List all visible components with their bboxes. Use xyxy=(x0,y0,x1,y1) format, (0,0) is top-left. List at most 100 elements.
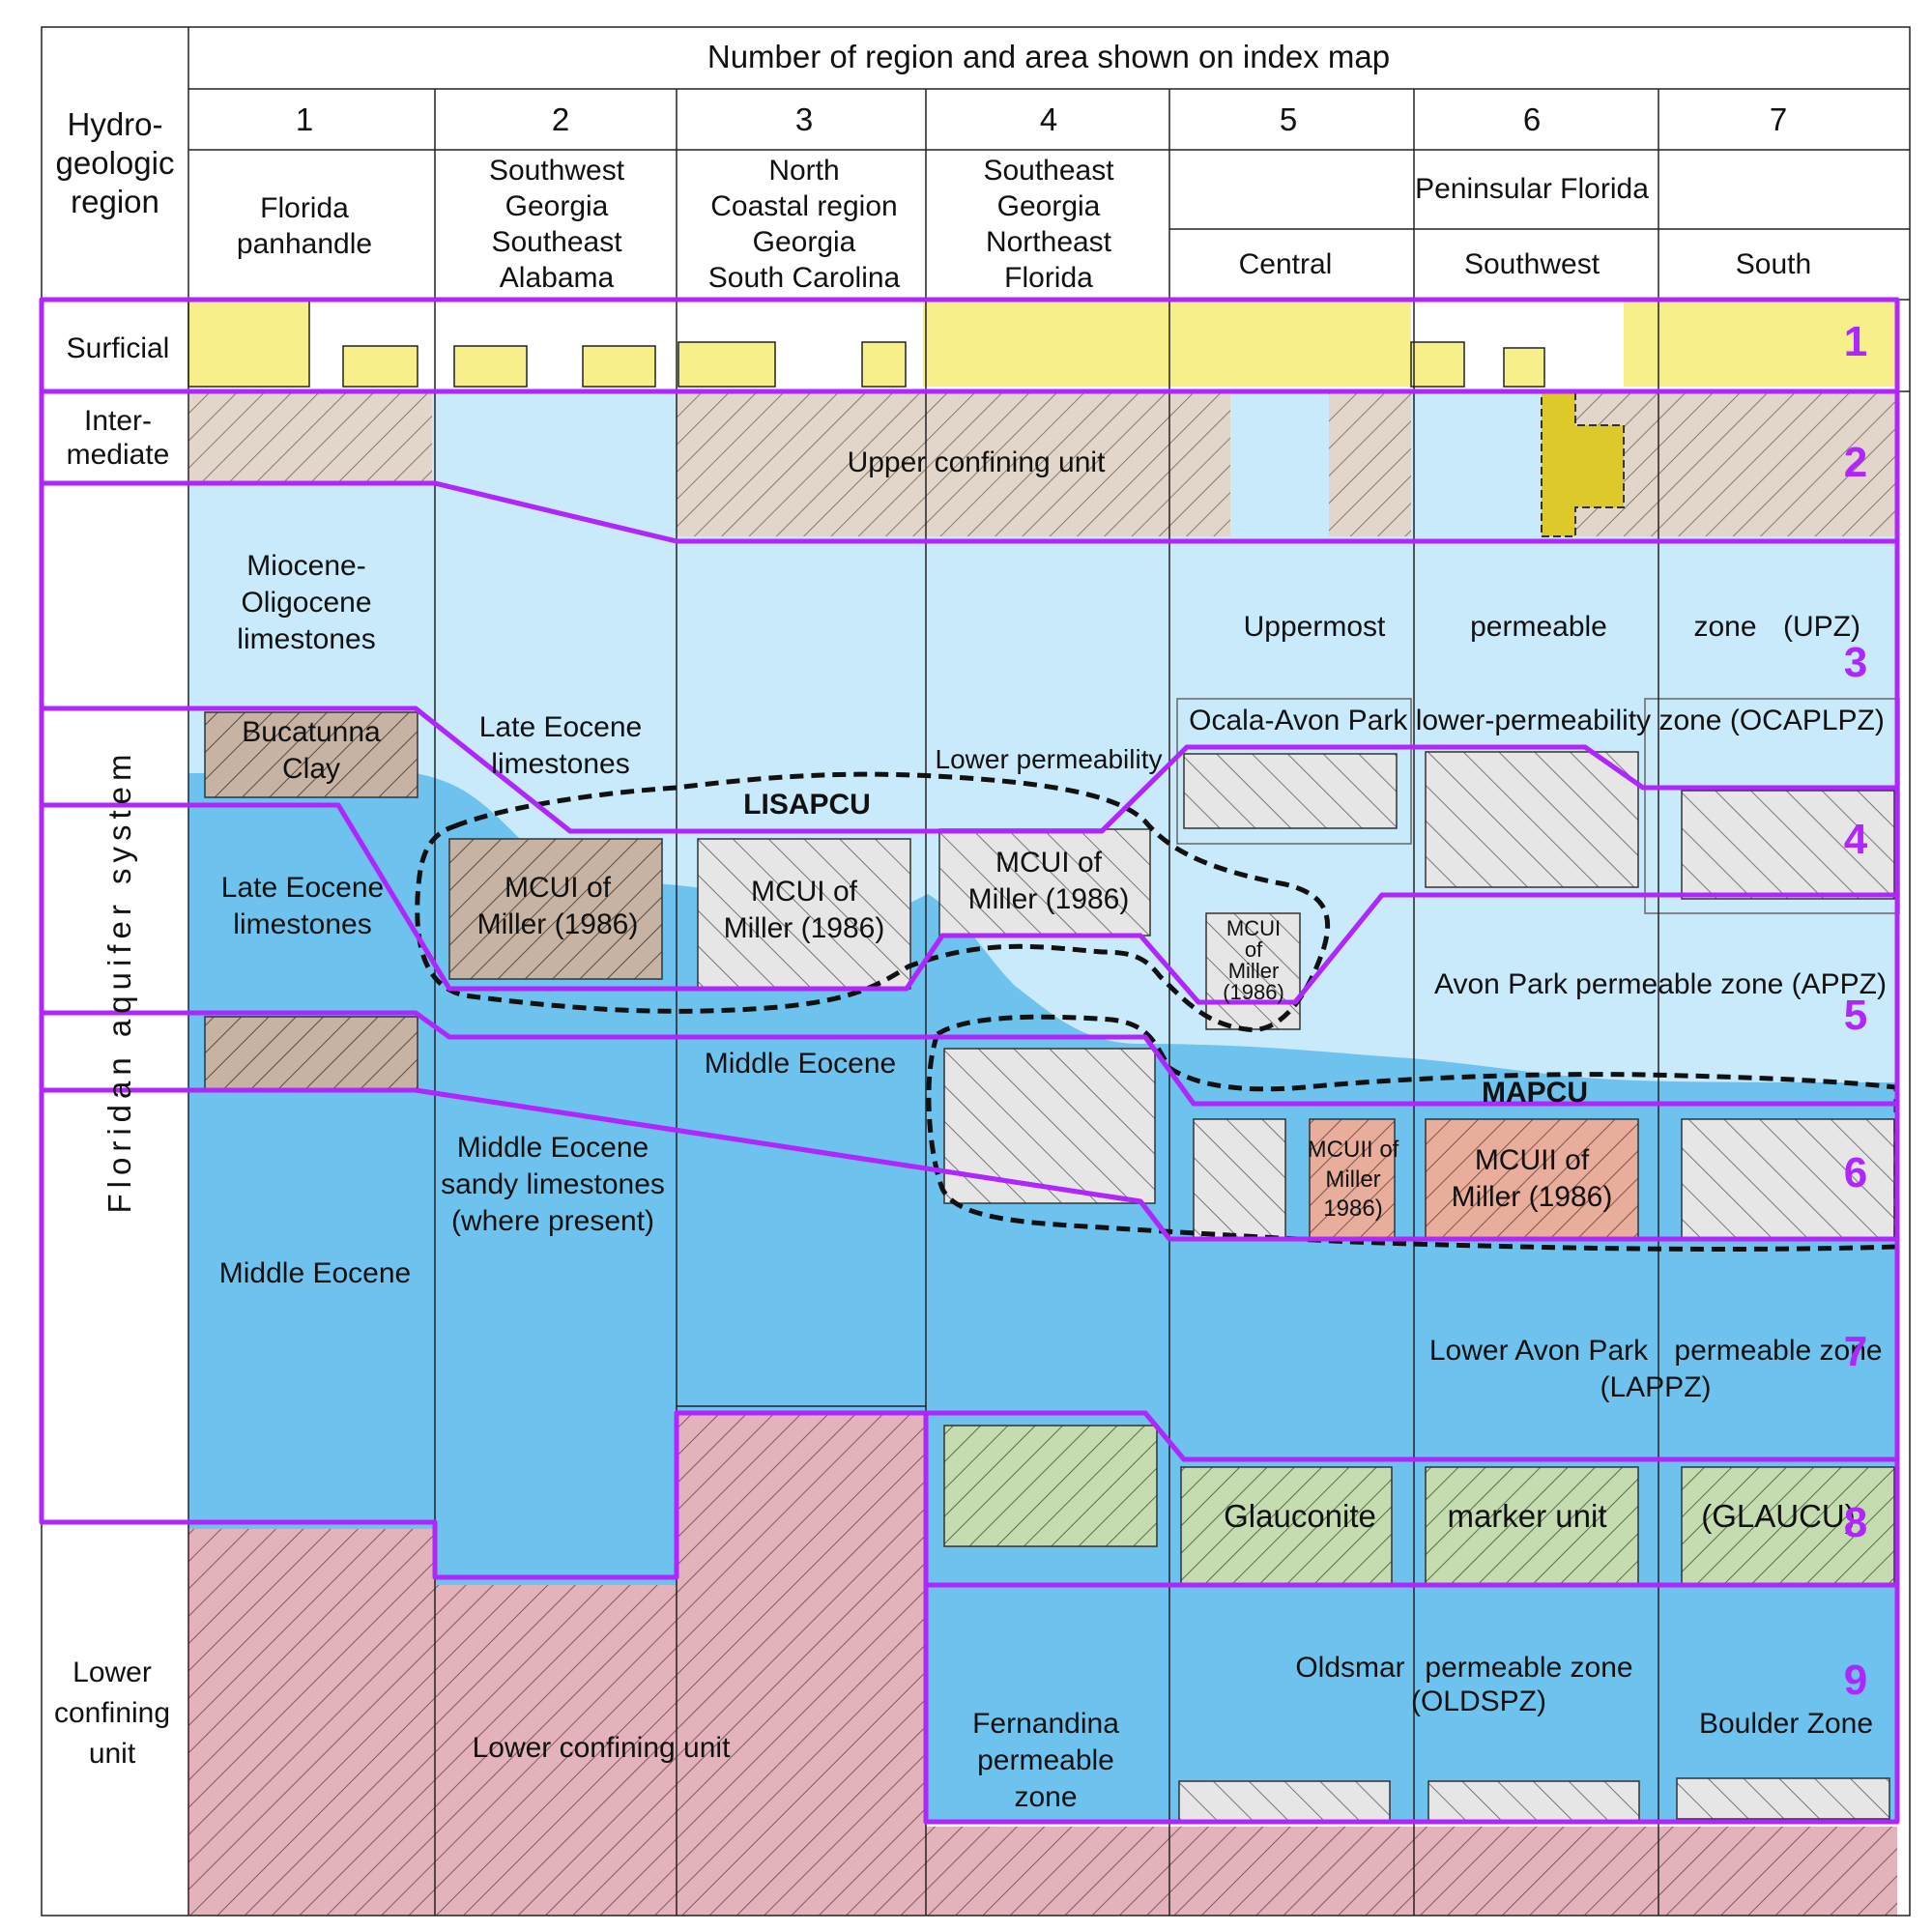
intermediate-label-1: Inter- xyxy=(84,405,152,437)
mcuii-label: Miller (1986) xyxy=(1452,1181,1613,1213)
mcuii-small-label: MCUII of xyxy=(1308,1137,1399,1163)
mapcu-label: MAPCU xyxy=(1482,1077,1588,1109)
middle-eocene-sandy-label: sandy limestones xyxy=(441,1168,665,1200)
region-name: North xyxy=(768,155,839,187)
upz-label: zone xyxy=(1693,611,1756,643)
middle-eocene-label-1: Middle Eocene xyxy=(219,1257,411,1289)
glauconite-boxes xyxy=(943,1425,1895,1586)
lappz-label: permeable zone xyxy=(1674,1335,1882,1367)
column-number: 1 xyxy=(296,101,313,137)
bucatunna-label: Clay xyxy=(282,753,340,785)
ocaplpz-label: Ocala-Avon Park lower-permeability zone … xyxy=(1189,705,1885,736)
zone-number: 4 xyxy=(1844,816,1868,863)
floridan-aquifer-label: Floridan aquifer system xyxy=(101,749,137,1214)
lower-confining-unit-label: Lower confining unit xyxy=(473,1732,732,1764)
zone-number: 1 xyxy=(1844,318,1867,365)
row-label-line-2: geologic xyxy=(56,145,175,181)
mcuii-small-label: Miller xyxy=(1325,1167,1380,1193)
upz-label: Uppermost xyxy=(1244,611,1386,643)
upper-confining-label: Upper confining unit xyxy=(848,447,1107,478)
region-name: South Carolina xyxy=(708,262,901,294)
region-name: Georgia xyxy=(753,226,856,258)
zone-number: 6 xyxy=(1844,1149,1867,1196)
region-name: Southeast xyxy=(983,155,1114,187)
glaucu-label: Glauconite xyxy=(1224,1498,1376,1534)
mcui-label: Miller (1986) xyxy=(968,883,1130,915)
header: Number of region and area shown on index… xyxy=(56,39,1812,294)
lappz-label: (LAPPZ) xyxy=(1600,1371,1711,1403)
region-name: Georgia xyxy=(505,190,609,222)
header-title: Number of region and area shown on index… xyxy=(707,39,1390,74)
lower-confining-units xyxy=(188,1413,1897,1916)
zone-number: 2 xyxy=(1844,439,1867,486)
miocene-label: Oligocene xyxy=(241,587,371,619)
region-name: Coastal region xyxy=(710,190,897,222)
miocene-label: limestones xyxy=(237,623,375,655)
zone-numbers: 1 2 3 4 5 6 7 8 9 xyxy=(1844,318,1868,1704)
column-number: 6 xyxy=(1523,101,1541,137)
intermediate-yellow-unit xyxy=(1541,390,1625,537)
upz-label: permeable xyxy=(1470,611,1607,643)
column-number: 5 xyxy=(1280,101,1297,137)
mcui-label: MCUI of xyxy=(751,876,858,908)
brown-confining-box xyxy=(204,1016,418,1090)
zone-outlines xyxy=(39,297,1900,1825)
row-labels: Surficial Inter- mediate Floridan aquife… xyxy=(54,332,170,1770)
ocaplpz-outline-5 xyxy=(1176,698,1412,845)
middle-eocene-sandy-label: Middle Eocene xyxy=(457,1132,649,1164)
intermediate-label-2: mediate xyxy=(67,439,170,471)
row-label-line-1: Hydro- xyxy=(67,106,162,142)
late-eocene-label-1: Late Eocene xyxy=(221,872,384,904)
surficial-label: Surficial xyxy=(67,332,170,364)
column-number: 4 xyxy=(1040,101,1057,137)
late-eocene-label-1: limestones xyxy=(233,908,371,940)
gray-lower-permeability-boxes xyxy=(697,751,1895,1823)
region-name: Florida xyxy=(1004,262,1093,294)
appz-label: Avon Park permeable zone (APPZ) xyxy=(1434,968,1887,1000)
region-name: Florida xyxy=(260,192,349,224)
subregion-label: Southwest xyxy=(1464,248,1600,280)
region-name: Georgia xyxy=(997,190,1101,222)
oldspz-label: permeable zone xyxy=(1425,1652,1632,1684)
zone-number: 3 xyxy=(1844,639,1867,686)
mcui-small-label: (1986) xyxy=(1223,980,1284,1004)
mcui-box-region2 xyxy=(448,838,663,980)
mcuii-label: MCUII of xyxy=(1475,1144,1590,1176)
upz-label: (UPZ) xyxy=(1783,611,1860,643)
oldspz-label: Oldsmar xyxy=(1295,1652,1404,1684)
column-number: 2 xyxy=(552,101,569,137)
mcui-label: Miller (1986) xyxy=(724,912,885,944)
mcui-small-label: Miller xyxy=(1228,959,1280,983)
mcui-small-label: of xyxy=(1245,937,1263,962)
column-number: 3 xyxy=(795,101,813,137)
region-name: Southwest xyxy=(489,155,625,187)
row-label-line-3: region xyxy=(71,184,159,219)
region-name: Northeast xyxy=(986,226,1112,258)
subregion-label: South xyxy=(1736,248,1811,280)
subregion-label: Central xyxy=(1239,248,1333,280)
bucatunna-clay-box xyxy=(204,711,418,798)
middle-eocene-sandy-label: (where present) xyxy=(451,1205,654,1237)
zone-number: 8 xyxy=(1844,1499,1867,1546)
mcui-label: MCUI of xyxy=(995,847,1103,879)
late-eocene-label-2: Late Eocene xyxy=(479,711,642,743)
zone-number: 7 xyxy=(1844,1328,1867,1375)
glaucu-label: marker unit xyxy=(1447,1498,1606,1534)
oldspz-label: (OLDSPZ) xyxy=(1411,1686,1546,1717)
zone-number: 9 xyxy=(1844,1657,1867,1704)
column-number: 7 xyxy=(1770,101,1787,137)
intermediate-confining-units xyxy=(188,390,1897,537)
lisapcu-label: LISAPCU xyxy=(743,789,871,821)
lower-confining-label-3: unit xyxy=(89,1738,136,1770)
region-name: Alabama xyxy=(500,262,615,294)
miocene-label: Miocene- xyxy=(246,550,365,582)
late-eocene-label-2: limestones xyxy=(491,748,629,780)
lower-confining-label-1: Lower xyxy=(72,1657,152,1688)
mcuii-small-label: 1986) xyxy=(1323,1196,1382,1222)
boulder-zone-label: Boulder Zone xyxy=(1699,1708,1873,1740)
layer-backgrounds xyxy=(187,299,1900,1916)
fernandina-label: Fernandina xyxy=(972,1708,1119,1740)
lower-permeability-label: Lower permeability xyxy=(936,744,1163,774)
fernandina-label: permeable xyxy=(977,1744,1114,1776)
